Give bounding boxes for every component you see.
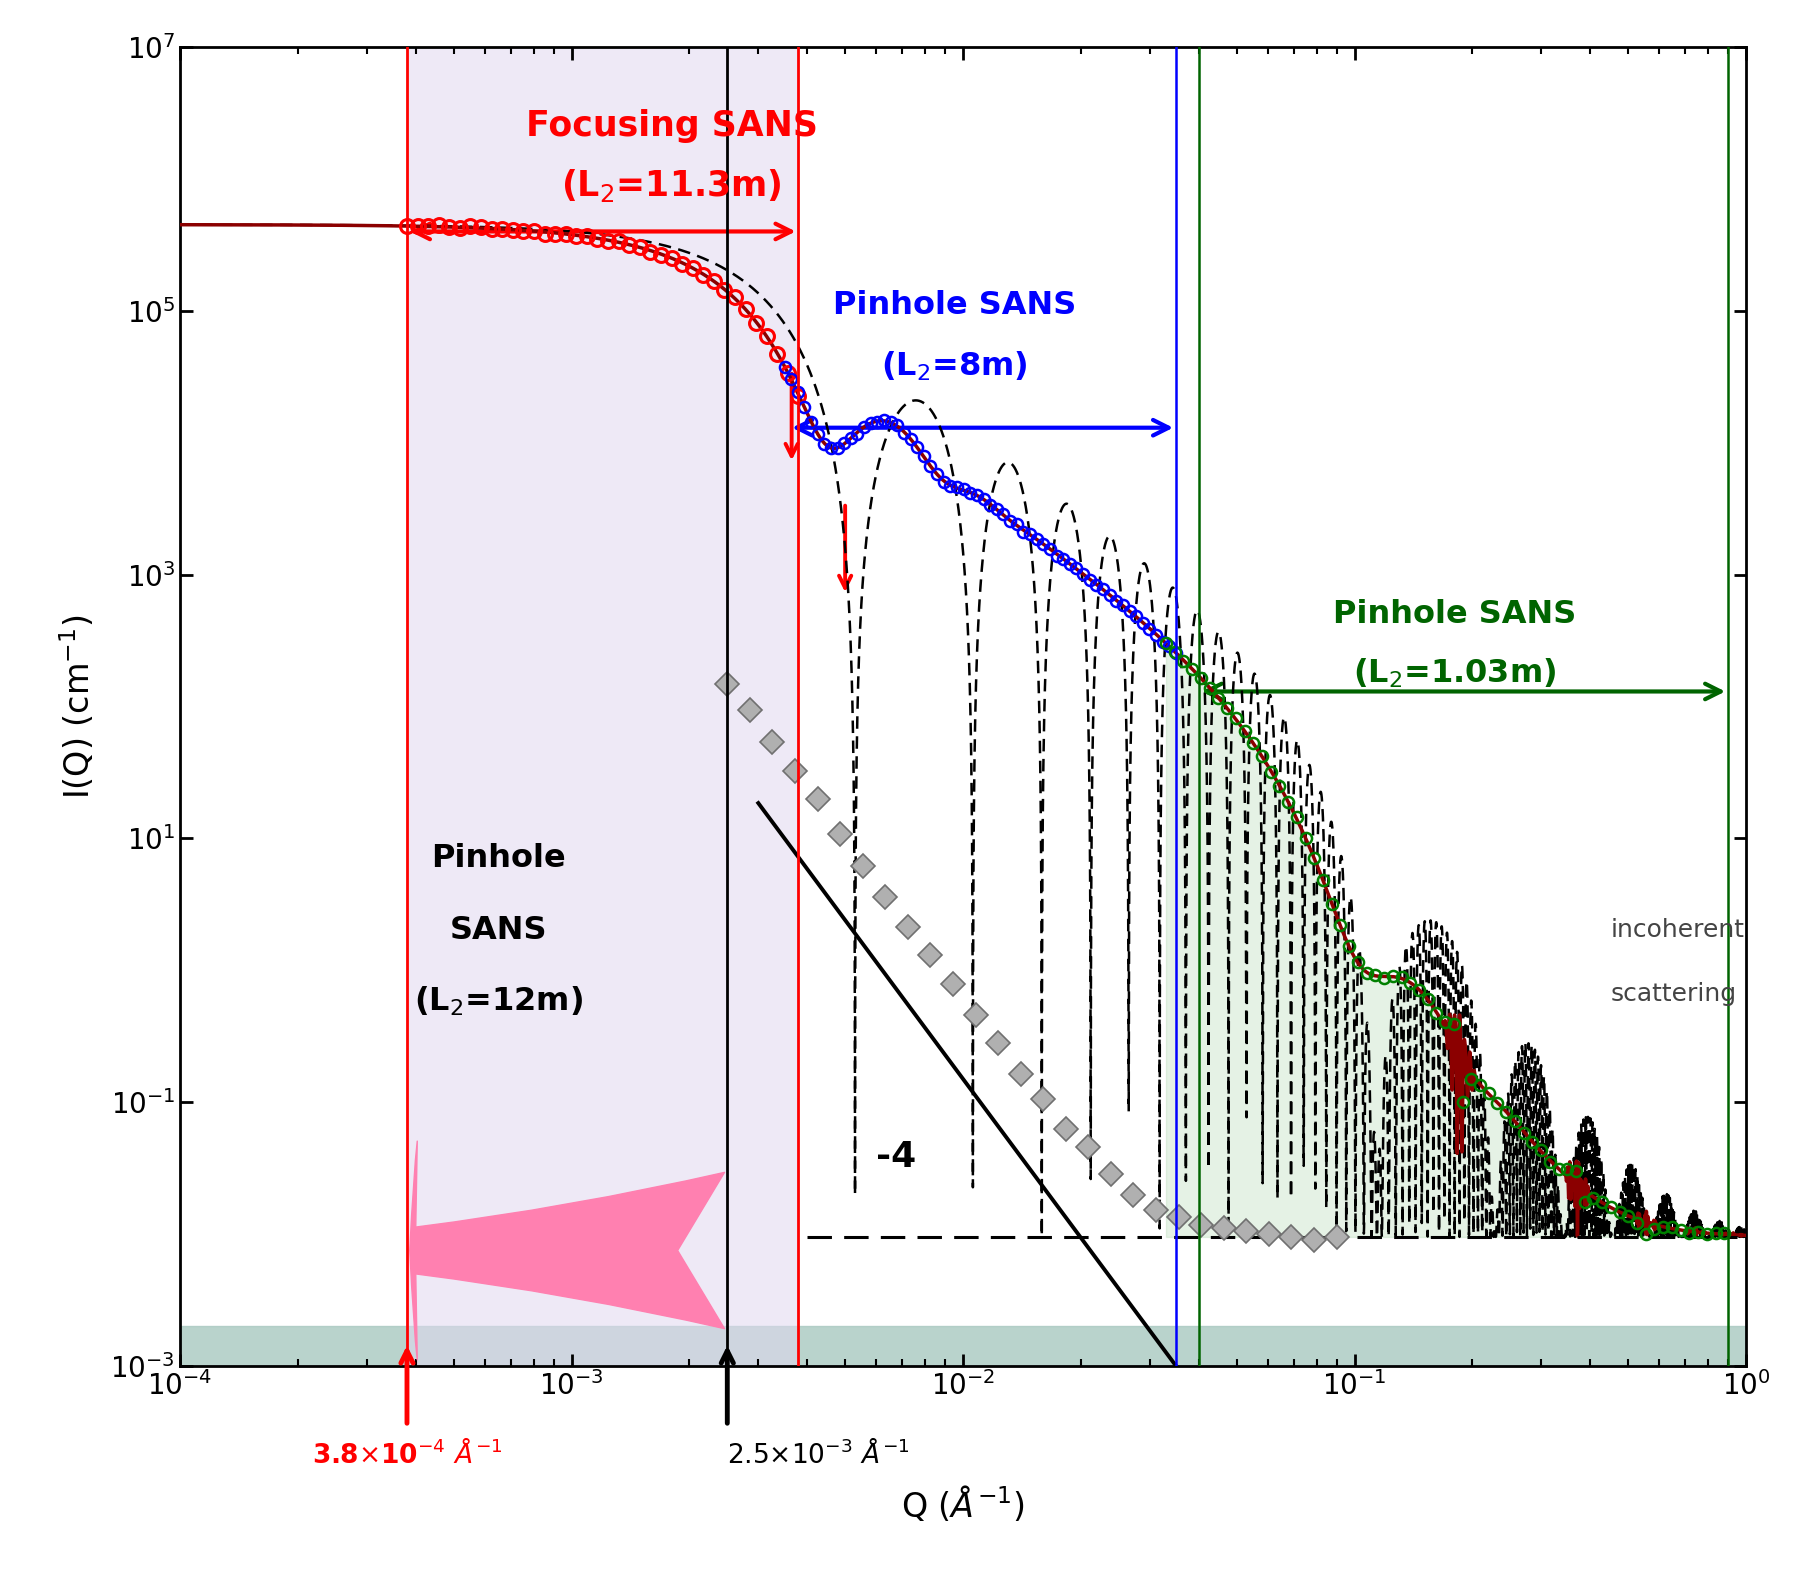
Text: scattering: scattering <box>1611 983 1737 1006</box>
Text: (L$_2$=12m): (L$_2$=12m) <box>414 984 583 1019</box>
Text: (L$_2$=1.03m): (L$_2$=1.03m) <box>1354 656 1557 689</box>
Text: 3.8$\times$10$^{-4}$ $\AA^{-1}$: 3.8$\times$10$^{-4}$ $\AA^{-1}$ <box>311 1438 502 1470</box>
Text: Focusing SANS: Focusing SANS <box>526 110 817 143</box>
Text: Pinhole SANS: Pinhole SANS <box>1332 598 1577 630</box>
Text: Pinhole SANS: Pinhole SANS <box>833 290 1076 320</box>
Bar <box>407 47 799 1366</box>
Y-axis label: I(Q) (cm$^{-1}$): I(Q) (cm$^{-1}$) <box>58 614 97 799</box>
Text: incoherent: incoherent <box>1611 917 1744 942</box>
Text: (L$_2$=8m): (L$_2$=8m) <box>880 350 1028 383</box>
Text: 2.5$\times$10$^{-3}$ $\AA^{-1}$: 2.5$\times$10$^{-3}$ $\AA^{-1}$ <box>727 1438 909 1470</box>
Text: SANS: SANS <box>450 915 547 947</box>
Bar <box>180 1327 1746 1366</box>
X-axis label: Q ($\AA^{-1}$): Q ($\AA^{-1}$) <box>902 1484 1024 1524</box>
Text: (L$_2$=11.3m): (L$_2$=11.3m) <box>562 166 781 204</box>
Text: Pinhole: Pinhole <box>430 843 565 874</box>
Text: -4: -4 <box>877 1140 916 1174</box>
